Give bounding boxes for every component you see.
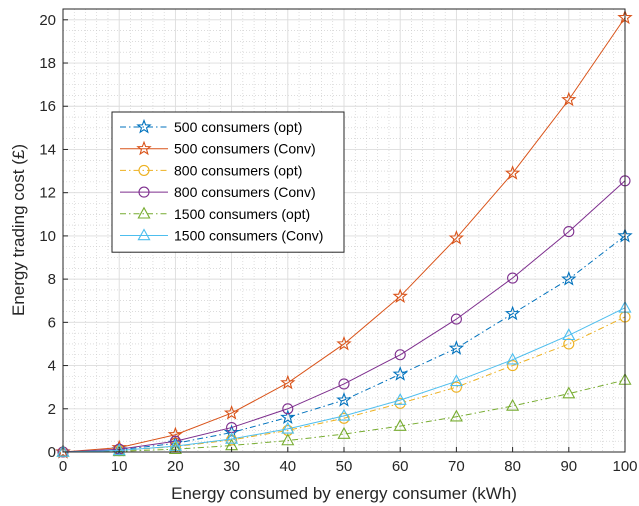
data-point xyxy=(448,229,465,245)
data-point xyxy=(280,374,296,390)
data-point xyxy=(506,398,520,411)
x-tick-label: 100 xyxy=(612,458,637,475)
series-line xyxy=(62,235,626,453)
data-point xyxy=(168,442,182,454)
x-tick-label: 10 xyxy=(111,458,128,475)
data-point xyxy=(563,226,575,238)
legend-item: 500 consumers (Conv) xyxy=(120,140,316,157)
legend-label: 1500 consumers (Conv) xyxy=(174,228,323,244)
y-tick-label: 20 xyxy=(39,12,56,29)
data-point xyxy=(393,418,407,431)
data-point xyxy=(337,408,351,421)
data-point xyxy=(281,433,295,446)
y-tick-label: 16 xyxy=(39,98,56,115)
data-point xyxy=(507,272,519,284)
series-layer xyxy=(55,9,633,459)
x-tick-label: 30 xyxy=(223,458,240,475)
data-point xyxy=(392,288,408,303)
y-tick-label: 10 xyxy=(39,228,56,245)
data-point xyxy=(167,426,184,442)
data-point xyxy=(562,386,576,399)
legend-item: 1500 consumers (opt) xyxy=(120,206,310,222)
data-point xyxy=(394,349,406,361)
series-2 xyxy=(55,9,633,459)
data-point xyxy=(225,431,239,444)
data-point xyxy=(504,165,521,180)
legend-marker xyxy=(137,228,151,241)
legend-box xyxy=(111,111,345,253)
data-point xyxy=(504,305,521,321)
y-tick-label: 12 xyxy=(39,185,56,202)
data-point xyxy=(282,403,294,415)
data-point xyxy=(392,366,408,381)
data-point xyxy=(450,381,462,393)
y-axis-label: Energy trading cost (£) xyxy=(9,144,28,316)
data-point xyxy=(56,444,70,457)
data-point xyxy=(561,271,577,286)
legend-marker xyxy=(138,164,150,176)
y-tick-label: 14 xyxy=(39,141,56,158)
data-point xyxy=(393,392,407,405)
legend-item: 1500 consumers (Conv) xyxy=(120,228,323,244)
data-point xyxy=(281,421,295,434)
data-point xyxy=(337,426,351,439)
y-tick-label: 4 xyxy=(48,358,56,375)
x-tick-label: 60 xyxy=(392,458,409,475)
x-tick-label: 80 xyxy=(504,458,521,475)
x-axis-label: Energy consumed by energy consumer (kWh) xyxy=(171,484,517,503)
x-tick-label: 40 xyxy=(279,458,296,475)
data-point xyxy=(561,91,577,107)
legend-marker xyxy=(136,118,152,134)
series-line xyxy=(62,180,626,453)
data-point xyxy=(562,328,576,341)
legend-label: 1500 consumers (opt) xyxy=(174,206,310,222)
legend-marker xyxy=(137,206,151,219)
legend-item: 800 consumers (Conv) xyxy=(120,184,316,200)
legend-label: 500 consumers (opt) xyxy=(174,119,302,135)
y-tick-label: 2 xyxy=(48,401,56,418)
x-tick-label: 20 xyxy=(167,458,184,475)
legend: 500 consumers (opt) 500 consumers (Conv) 8… xyxy=(111,111,345,253)
x-tick-label: 50 xyxy=(336,458,353,475)
data-point xyxy=(507,360,519,372)
legend-label: 800 consumers (opt) xyxy=(174,162,302,178)
data-point xyxy=(336,335,352,351)
series-line xyxy=(62,17,626,453)
data-point xyxy=(112,443,126,456)
data-point xyxy=(563,338,575,350)
series-line xyxy=(62,316,626,453)
y-axis-ticks: 0 2 4 6 8 10 12 14 16 18 20 xyxy=(39,12,68,461)
legend-label: 800 consumers (Conv) xyxy=(174,184,316,200)
x-tick-label: 70 xyxy=(448,458,465,475)
data-point xyxy=(223,405,240,420)
x-tick-label: 0 xyxy=(59,458,67,475)
legend-label: 500 consumers (Conv) xyxy=(174,141,316,157)
legend-marker xyxy=(136,140,152,156)
legend-item: 800 consumers (opt) xyxy=(120,162,302,178)
x-axis-ticks: 0 10 20 30 40 50 60 70 80 90 100 xyxy=(59,447,638,475)
legend-item: 500 consumers (opt) xyxy=(120,118,302,135)
data-point xyxy=(450,313,462,325)
series-line xyxy=(62,307,626,453)
data-point xyxy=(448,340,465,355)
data-point xyxy=(449,409,463,422)
data-point xyxy=(338,378,350,390)
data-point xyxy=(506,352,520,365)
y-tick-label: 18 xyxy=(39,55,56,72)
x-tick-label: 90 xyxy=(560,458,577,475)
minor-grid xyxy=(63,8,625,452)
data-point xyxy=(280,409,296,424)
y-tick-label: 0 xyxy=(48,444,56,461)
legend-marker xyxy=(138,186,150,198)
y-tick-label: 6 xyxy=(48,314,56,331)
data-point xyxy=(336,392,352,407)
y-tick-label: 8 xyxy=(48,271,56,288)
data-point xyxy=(449,374,463,387)
series-6 xyxy=(56,300,632,457)
